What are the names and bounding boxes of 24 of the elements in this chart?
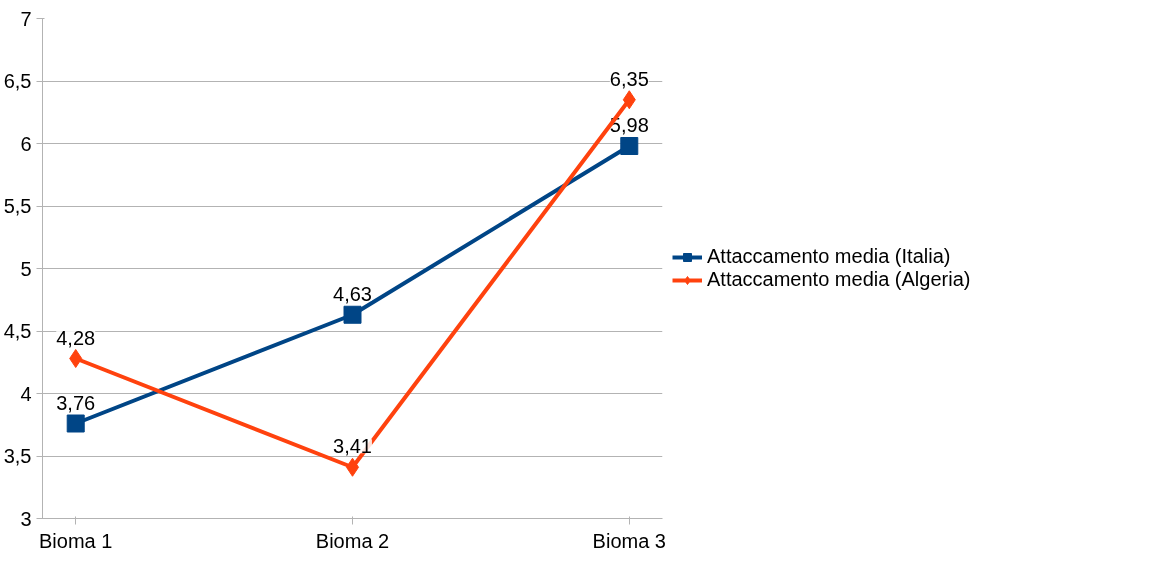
legend-label: Attaccamento media (Italia) [707,245,951,268]
point [69,349,83,368]
data-label: 6,35 [609,67,649,90]
x-tick-label: Bioma 2 [315,529,390,552]
y-tick-label: 6 [20,132,32,155]
y-tick-label: 3,5 [3,445,32,467]
y-tick-label: 6,5 [3,70,32,92]
data-label: 3,76 [56,391,96,414]
point [66,414,85,433]
x-tick-label: Bioma 1 [39,529,113,552]
data-label: 3,41 [333,435,372,458]
y-tick-label: 7 [20,7,32,30]
point [620,137,639,155]
x-tick-label: Bioma 3 [592,529,666,552]
point [343,305,362,324]
y-tick-label: 5 [20,257,32,280]
point [622,90,636,110]
y-tick-label: 4 [20,382,32,405]
y-tick-label: 3 [20,507,32,530]
y-tick-label: 5,5 [3,195,32,217]
legend-label: Attaccamento media (Algeria) [707,268,971,291]
data-label: 4,63 [333,282,372,305]
y-tick-label: 4,5 [3,320,32,342]
data-label: 4,28 [56,326,96,349]
